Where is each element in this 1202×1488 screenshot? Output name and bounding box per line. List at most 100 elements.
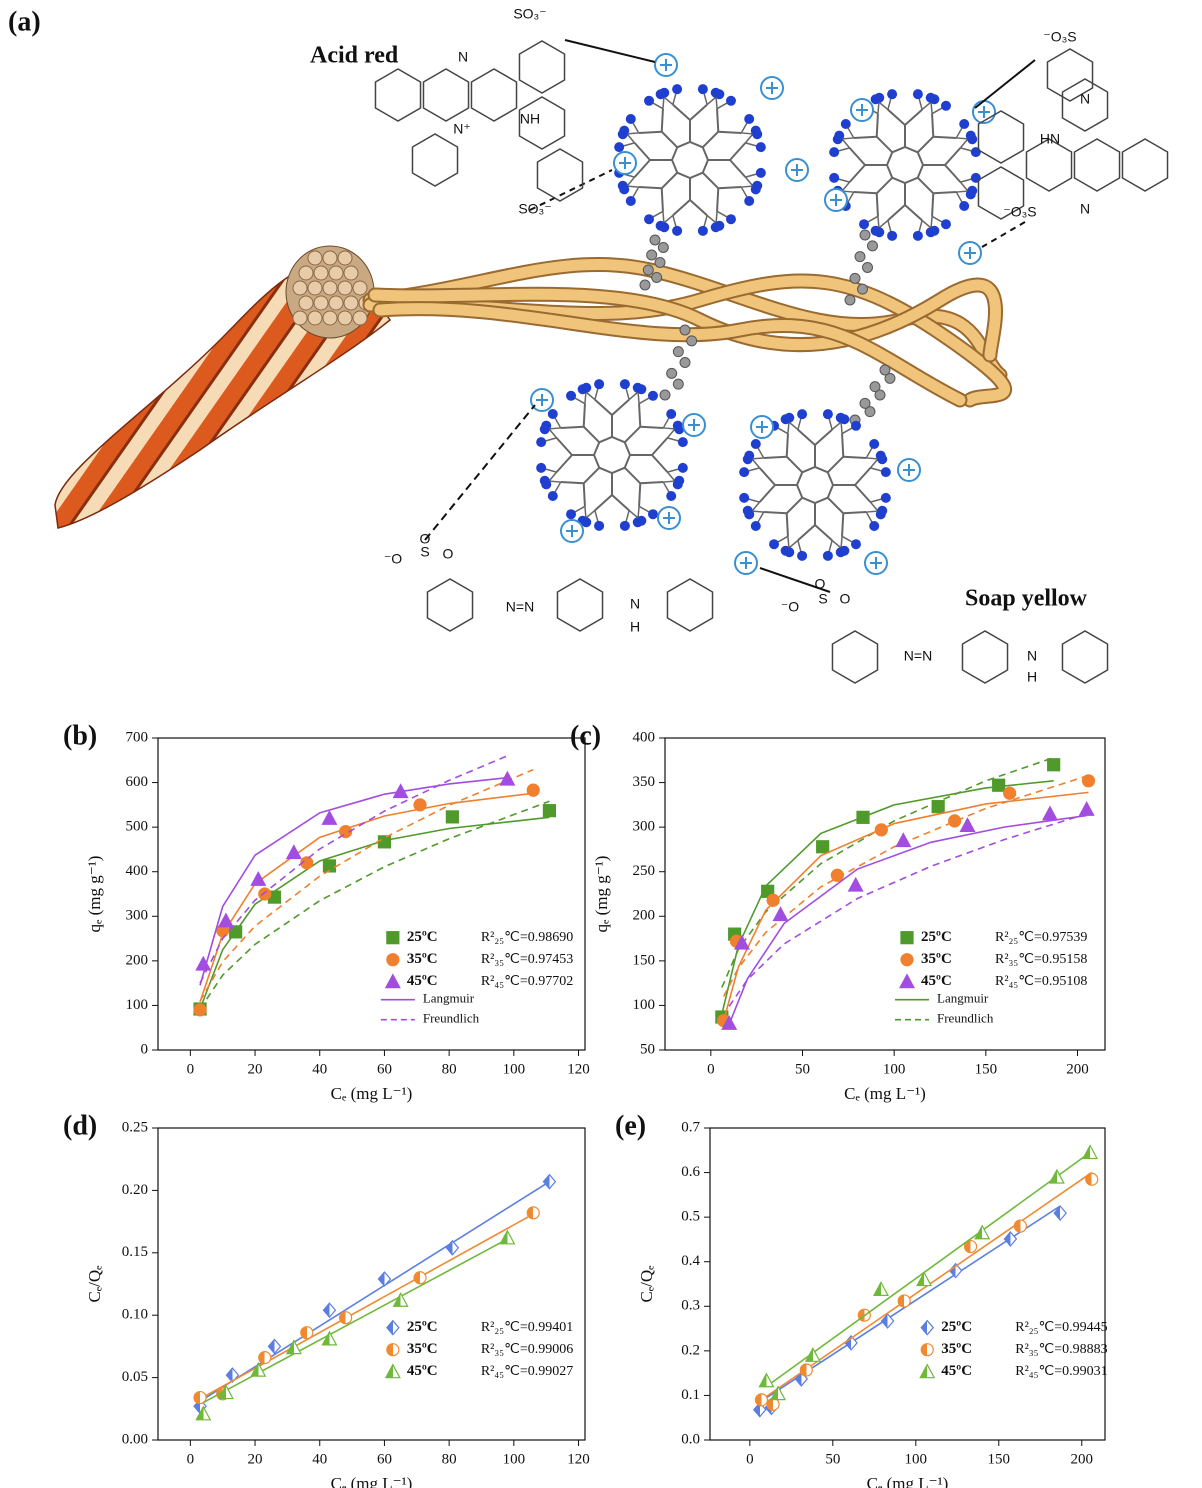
amine (850, 420, 861, 431)
fibril (307, 280, 323, 296)
branch (716, 188, 720, 212)
amine (880, 492, 891, 503)
linker-atom (859, 397, 871, 409)
ring (831, 630, 879, 684)
annotation: R²₃₅℃=0.95158 (995, 952, 1087, 967)
branch (638, 403, 642, 427)
structure-label: ⁻O (384, 551, 402, 567)
cation-sign (856, 104, 868, 116)
annotation: R²₄₅℃=0.97702 (481, 974, 573, 989)
fibril (307, 250, 323, 266)
y-tick-label: 0.15 (122, 1244, 148, 1260)
marker (526, 783, 540, 797)
branch (638, 186, 662, 190)
branch (594, 494, 613, 512)
y-tick-label: 0.7 (681, 1119, 700, 1135)
core (670, 140, 710, 180)
y-tick-label: 200 (633, 908, 656, 924)
marker (258, 887, 272, 901)
amine (769, 539, 780, 550)
linker-atom (672, 378, 684, 390)
legend-label: 35ºC (407, 1341, 438, 1357)
amine (714, 220, 725, 231)
amine (674, 424, 685, 435)
structure-label: N (1080, 201, 1090, 217)
amine (755, 167, 766, 178)
marker (300, 856, 314, 870)
freundlich-curve (199, 755, 508, 984)
branch (611, 494, 630, 512)
marker (1082, 1144, 1099, 1160)
marker (322, 1302, 337, 1319)
branch (887, 204, 906, 222)
annotation: R²₂₅℃=0.99445 (1015, 1320, 1107, 1335)
marker (1053, 1205, 1067, 1222)
marker (830, 868, 844, 882)
branch (583, 467, 600, 484)
amine (835, 412, 846, 423)
structure-label: SO₃⁻ (518, 201, 551, 217)
annotation: R²₂₅℃=0.98690 (481, 930, 573, 945)
branch (611, 398, 630, 416)
legend-marker (920, 1343, 934, 1357)
branch (853, 135, 877, 139)
legend-marker (919, 1363, 936, 1379)
panel-label: (b) (63, 720, 97, 751)
amine (697, 225, 708, 236)
branch (917, 136, 934, 153)
legend-label: 35ºC (921, 951, 952, 967)
marker (321, 809, 338, 825)
amine (877, 454, 888, 465)
branch (702, 172, 719, 189)
amine (539, 424, 550, 435)
y-tick-label: 700 (126, 729, 149, 745)
y-tick-label: 0 (141, 1041, 149, 1057)
x-tick-label: 120 (567, 1061, 590, 1077)
marker (847, 876, 864, 892)
marker (499, 770, 516, 786)
marker (1003, 786, 1017, 800)
amine (672, 225, 683, 236)
amine (655, 89, 666, 100)
dendrimer (614, 84, 766, 236)
amine (619, 184, 630, 195)
amine (940, 219, 951, 230)
ring (666, 578, 714, 632)
ring (411, 133, 459, 187)
cation-sign (978, 106, 990, 118)
marker (229, 925, 243, 939)
ring (961, 630, 1009, 684)
x-axis-label: Cₑ (mg L⁻¹) (844, 1084, 926, 1103)
amine (840, 119, 851, 130)
y-tick-label: 0.05 (122, 1369, 148, 1385)
chart: (c) 0 50 100 150 200 50 100 150 200 250 300 350 400 Cₑ… (570, 720, 1106, 1103)
branch (555, 437, 573, 456)
structure-label: O (840, 591, 851, 607)
y-tick-label: 0.2 (681, 1342, 700, 1358)
amine (784, 547, 795, 558)
cation-sign (766, 82, 778, 94)
annotation: R²₃₅℃=0.99006 (481, 1342, 573, 1357)
amine (697, 84, 708, 95)
legend-marker (386, 931, 400, 945)
amine (829, 147, 840, 158)
marker (897, 1294, 911, 1308)
linker-atom (659, 389, 671, 401)
legend-marker (384, 973, 401, 989)
y-axis-label: Cₑ/Qₑ (85, 1265, 104, 1303)
amine (880, 467, 891, 478)
dendrimer (739, 409, 891, 561)
amine (739, 492, 750, 503)
fibril (337, 310, 353, 326)
y-tick-label: 0.25 (122, 1119, 148, 1135)
amine (912, 230, 923, 241)
x-tick-label: 40 (312, 1061, 327, 1077)
amine (617, 129, 628, 140)
marker (285, 844, 302, 860)
linker-atom (646, 249, 658, 261)
marker (392, 783, 409, 799)
amine (797, 550, 808, 561)
legend-marker (920, 1319, 935, 1336)
structure-label: N=N (506, 599, 534, 615)
amine (659, 222, 670, 233)
